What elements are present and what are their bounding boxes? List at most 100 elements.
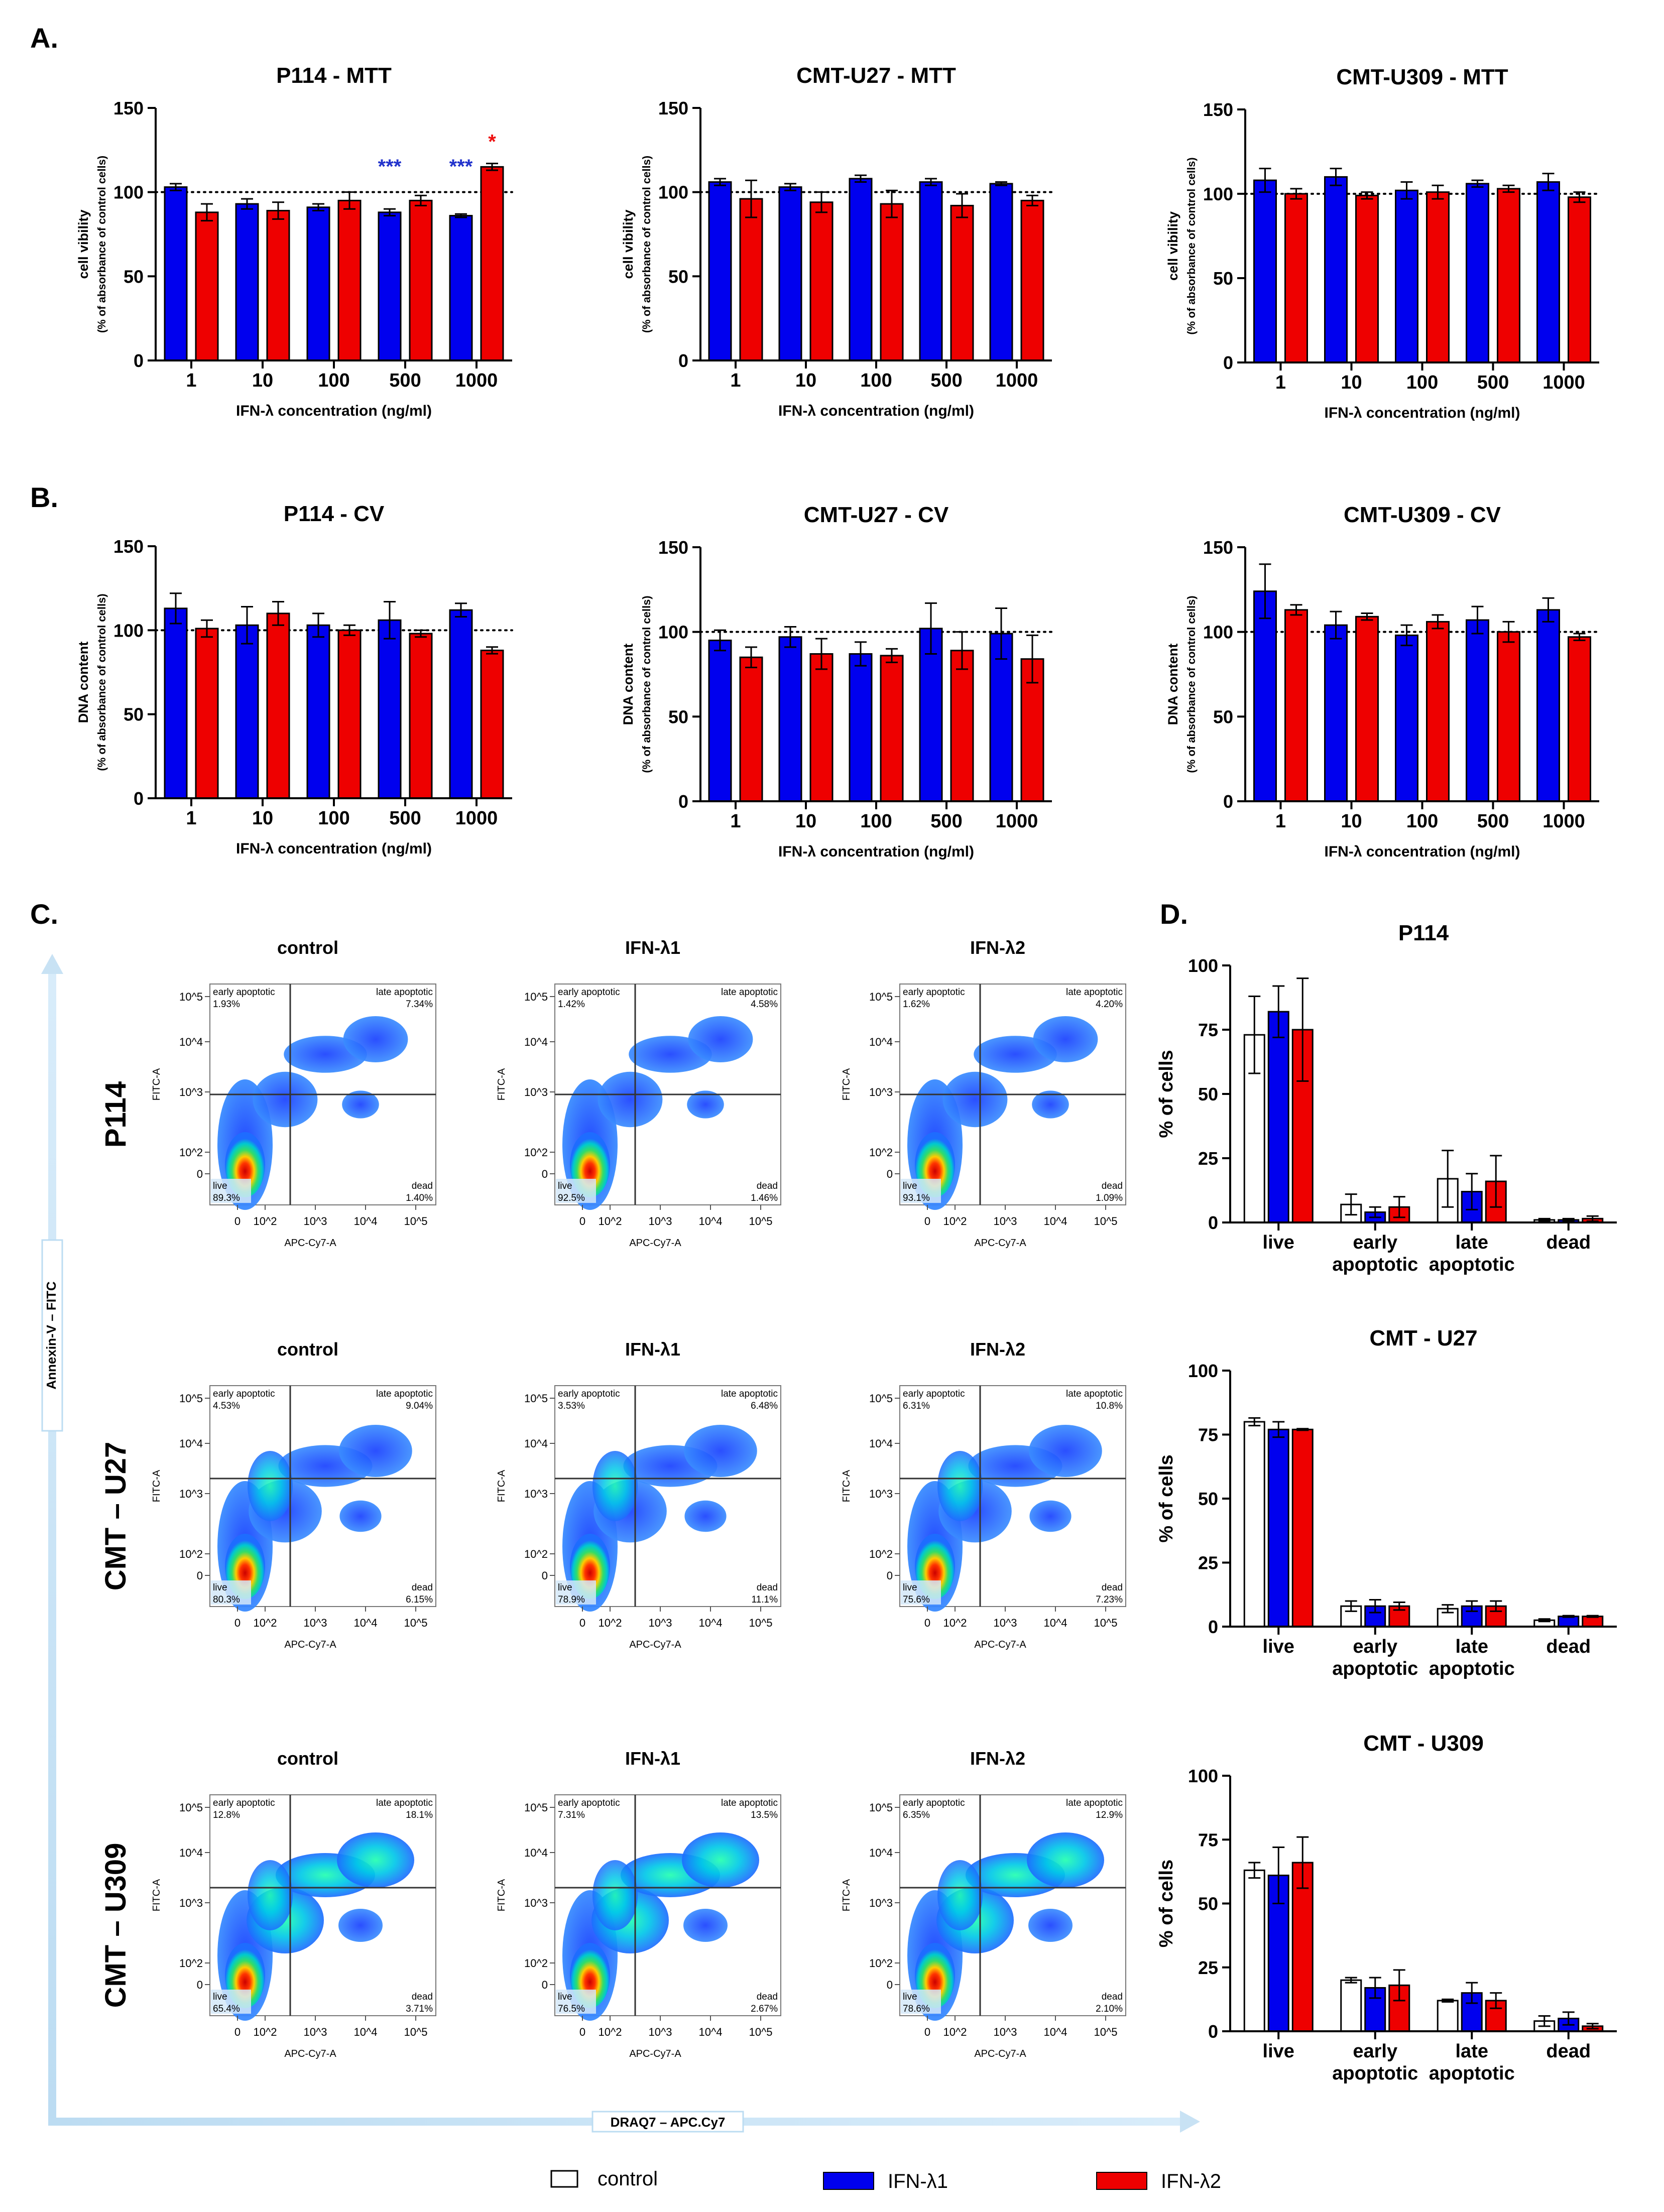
flow-plot-title: IFN-λ1: [625, 1339, 680, 1360]
x-tick-label: apoptotic: [1332, 1658, 1418, 1679]
row-label: CMT – U309: [99, 1843, 132, 2008]
x-tick-label: apoptotic: [1429, 2063, 1515, 2084]
bar: [235, 203, 259, 361]
flow-y-axis-title: FITC-A: [151, 1879, 162, 1911]
quadrant-early-value: 12.8%: [213, 1810, 240, 1820]
x-tick-label: apoptotic: [1429, 1254, 1515, 1275]
flow-plot: control early apoptotic 12.8% late apoptoti…: [151, 1748, 436, 2059]
quadrant-live-label: live: [903, 1992, 917, 2002]
live-gate-box: [556, 1179, 596, 1203]
bar: [950, 204, 974, 361]
bar: [989, 183, 1013, 361]
x-tick-label: live: [1263, 1636, 1294, 1657]
quadrant-live-value: 78.6%: [903, 2004, 930, 2014]
flow-x-tick-label: 0: [234, 2026, 241, 2038]
y-tick-label: 150: [658, 537, 688, 558]
flow-x-tick-label: 10^4: [353, 2026, 377, 2038]
y-tick-label: 0: [134, 788, 144, 809]
flow-x-tick-label: 10^5: [1094, 2026, 1117, 2038]
quadrant-late-value: 9.04%: [406, 1401, 433, 1411]
x-tick-label: 1000: [1542, 372, 1585, 393]
quadrant-live-label: live: [213, 1992, 227, 2002]
bar: [1426, 191, 1450, 363]
y-axis-title: DNA content: [1165, 644, 1180, 725]
panel-label-d: D.: [1160, 898, 1188, 930]
quadrant-late-value: 12.9%: [1096, 1810, 1123, 1820]
y-tick-label: 50: [124, 266, 144, 287]
y-tick-label: 100: [113, 620, 144, 641]
flow-y-tick-label: 10^2: [869, 1957, 893, 1970]
quadrant-dead-value: 6.15%: [406, 1594, 433, 1605]
density-cloud: [339, 1500, 382, 1532]
panel-label-b: B.: [30, 481, 58, 513]
flow-x-tick-label: 10^5: [404, 1617, 427, 1629]
quadrant-dead-label: dead: [1102, 1181, 1123, 1191]
y-tick-label: 0: [1223, 352, 1233, 373]
flow-x-axis-title: APC-Cy7-A: [974, 1639, 1026, 1650]
legend-swatch-ifn1: [823, 2172, 874, 2190]
y-axis-subtitle: (% of absorbance of control cells): [640, 595, 653, 773]
quadrant-late-label: late apoptotic: [376, 987, 433, 998]
quadrant-early-label: early apoptotic: [558, 987, 620, 998]
flow-plot-title: IFN-λ2: [970, 937, 1025, 958]
flow-x-tick-label: 10^4: [353, 1215, 377, 1227]
x-tick-label: early: [1353, 2041, 1397, 2062]
flow-y-tick-label: 10^5: [869, 991, 893, 1003]
panel-label-c: C.: [30, 898, 58, 930]
quadrant-dead-value: 3.71%: [406, 2004, 433, 2014]
vertical-arrow-shaft: [48, 971, 56, 2124]
chart-title: P114 - MTT: [276, 63, 392, 88]
y-tick-label: 150: [113, 536, 144, 557]
x-tick-label: 100: [318, 370, 349, 391]
x-tick-label: 500: [389, 808, 421, 829]
flow-y-tick-label: 10^2: [179, 1548, 203, 1560]
x-axis-title: IFN-λ concentration (ng/ml): [1325, 843, 1520, 860]
y-axis-title: % of cells: [1156, 1050, 1177, 1138]
y-axis-title: cell vibility: [76, 209, 91, 279]
x-tick-label: 100: [860, 811, 892, 832]
quadrant-early-label: early apoptotic: [213, 987, 275, 998]
flow-y-tick-label: 10^2: [524, 1957, 548, 1970]
flow-y-tick-label: 10^3: [869, 1086, 893, 1098]
x-axis-title: IFN-λ concentration (ng/ml): [1325, 405, 1520, 421]
flow-x-tick-label: 10^2: [598, 1215, 622, 1227]
y-tick-label: 75: [1198, 1829, 1218, 1850]
flow-y-axis-title: FITC-A: [496, 1068, 507, 1100]
x-tick-label: 10: [795, 811, 816, 832]
y-tick-label: 50: [1198, 1489, 1218, 1509]
y-tick-label: 50: [668, 266, 688, 287]
flow-y-axis-title: FITC-A: [496, 1879, 507, 1911]
y-axis-title: % of cells: [1156, 1454, 1177, 1542]
vertical-arrow-label: Annexin-V – FITC: [44, 1281, 59, 1389]
bar: [708, 181, 732, 361]
bar: [1395, 634, 1418, 802]
bar: [1324, 624, 1348, 802]
y-axis-title: DNA content: [621, 644, 636, 725]
quadrant-dead-value: 1.09%: [1096, 1193, 1123, 1203]
flow-x-axis-title: APC-Cy7-A: [629, 1639, 681, 1650]
quadrant-dead-label: dead: [757, 1181, 778, 1191]
bar: [1536, 609, 1560, 802]
bar: [1291, 1428, 1314, 1628]
chart-title: CMT-U27 - MTT: [796, 63, 956, 88]
flow-x-tick-label: 0: [579, 1617, 585, 1629]
live-gate-box: [901, 1990, 941, 2014]
flow-y-tick-label: 10^5: [179, 991, 203, 1003]
flow-plot: IFN-λ1 early apoptotic 3.53% late apoptotic…: [496, 1339, 781, 1650]
flow-x-tick-label: 10^3: [303, 1617, 327, 1629]
flow-y-tick-label: 10^4: [869, 1437, 893, 1450]
x-axis-title: IFN-λ concentration (ng/ml): [778, 403, 974, 419]
bar: [1020, 199, 1044, 361]
chart-a2: CMT-U27 - MTT 1 10 100 500 1000 0 50 100 150 IFN-λ…: [621, 63, 1053, 419]
legend-label-ifn2: IFN-λ2: [1161, 2170, 1221, 2192]
y-axis-title: cell vibility: [1165, 211, 1180, 281]
flow-x-tick-label: 10^5: [404, 2026, 427, 2038]
y-tick-label: 100: [658, 182, 688, 203]
horizontal-arrow-label: DRAQ7 – APC.Cy7: [611, 2115, 726, 2130]
flow-x-tick-label: 10^3: [648, 1617, 672, 1629]
quadrant-dead-label: dead: [412, 1582, 433, 1593]
quadrant-live-label: live: [558, 1992, 572, 2002]
bar: [1582, 1616, 1604, 1628]
bar: [708, 640, 732, 802]
bar: [266, 210, 290, 361]
